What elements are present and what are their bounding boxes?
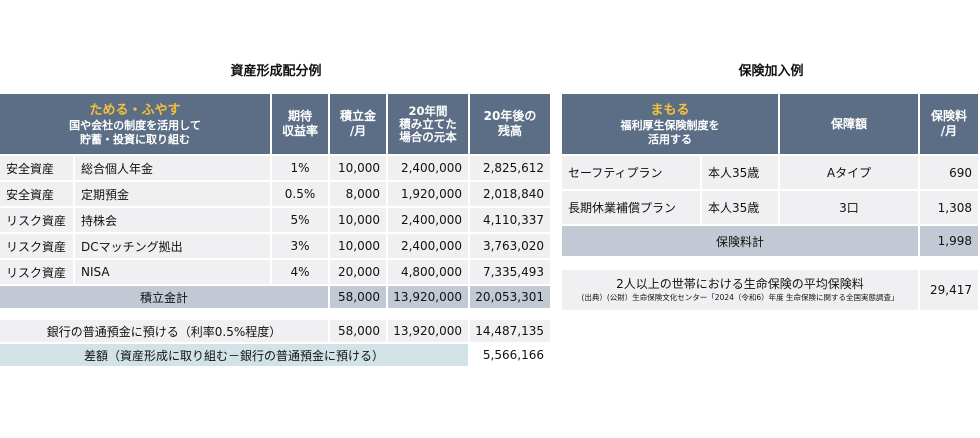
premium-amount: 690 [920,156,980,191]
table-row: リスク資産 NISA 4% 20,000 4,800,000 7,335,493 [0,260,553,286]
coverage-header: 保障額 [780,94,920,156]
bank-deposit-balance: 14,487,135 [470,320,552,344]
monthly-amount: 10,000 [330,208,389,234]
table-row: リスク資産 DCマッチング拠出 3% 10,000 2,400,000 3,76… [0,234,553,260]
asset-category: 安全資産 [0,156,75,182]
average-premium-label: 2人以上の世帯における生命保険の平均保険料 [616,277,864,291]
average-premium-table: 2人以上の世帯における生命保険の平均保険料 (出典）(公財）生命保険文化センター… [562,270,980,312]
coverage-amount: Aタイプ [780,156,920,191]
asset-product: 総合個人年金 [75,156,273,182]
monthly-amount: 10,000 [330,156,389,182]
premium-header-line1: 保険料 [930,109,967,123]
expected-return: 4% [272,260,331,286]
protect-subtitle-1: 福利厚生保険制度を [620,118,720,132]
monthly-amount: 8,000 [330,182,389,208]
asset-category: リスク資産 [0,208,75,234]
insurance-example-title: 保険加入例 [738,64,804,79]
protect-header-cell: まもる 福利厚生保険制度を 活用する [562,94,780,156]
bank-deposit-row: 銀行の普通預金に預ける（利率0.5%程度） 58,000 13,920,000 … [0,320,552,344]
table-row: 長期休業補償プラン 本人35歳 3口 1,308 [562,191,980,226]
principal-amount: 2,400,000 [388,156,471,182]
balance-amount: 4,110,337 [470,208,553,234]
premium-header: 保険料 /月 [920,94,980,156]
protect-subtitle-2: 活用する [648,132,692,146]
save-invest-subtitle-2: 貯蓄・投資に取り組む [80,132,190,146]
bank-deposit-monthly: 58,000 [330,320,388,344]
save-invest-subtitle-1: 国や会社の制度を活用して [69,118,201,132]
expected-return: 0.5% [272,182,331,208]
save-invest-heading: ためる・ふやす [89,102,181,118]
expected-return: 1% [272,156,331,182]
balance-amount: 2,825,612 [470,156,553,182]
balance-amount: 7,335,493 [470,260,553,286]
balance-header: 20年後の 残高 [470,94,553,156]
insurance-plan: セーフティプラン [562,156,702,191]
asset-category: リスク資産 [0,260,75,286]
premium-total-value: 1,998 [920,226,980,258]
insured-person: 本人35歳 [702,156,780,191]
principal-header-line3: 場合の元本 [399,129,457,144]
monthly-saving-header-line1: 積立金 [340,109,377,123]
savings-total-row: 積立金計 58,000 13,920,000 20,053,301 [0,286,553,310]
save-invest-header-cell: ためる・ふやす 国や会社の制度を活用して 貯蓄・投資に取り組む [0,94,273,156]
principal-amount: 1,920,000 [388,182,471,208]
expected-return: 5% [272,208,331,234]
balance-amount: 3,763,020 [470,234,553,260]
monthly-saving-header-line2: /月 [349,124,367,138]
monthly-saving-header: 積立金 /月 [330,94,389,156]
bank-deposit-label: 銀行の普通預金に預ける（利率0.5%程度） [0,320,330,344]
principal-amount: 4,800,000 [388,260,471,286]
bank-comparison-table: 銀行の普通預金に預ける（利率0.5%程度） 58,000 13,920,000 … [0,320,552,368]
difference-label: 差額（資産形成に取り組む－銀行の普通預金に預ける） [0,344,470,368]
savings-total-label: 積立金計 [0,286,331,310]
insurance-plan: 長期休業補償プラン [562,191,702,226]
monthly-amount: 10,000 [330,234,389,260]
balance-amount: 2,018,840 [470,182,553,208]
protect-heading: まもる [650,102,690,118]
savings-total-balance: 20,053,301 [470,286,553,310]
principal-header-line1: 20年間 [408,103,448,118]
table-row: 安全資産 定期預金 0.5% 8,000 1,920,000 2,018,840 [0,182,553,208]
average-premium-value: 29,417 [920,270,980,312]
premium-total-label: 保険料計 [562,226,920,258]
principal-header-line2: 積み立てた [399,116,457,131]
average-premium-source: (出典）(公財）生命保険文化センター「2024（令和6）年度 生命保険に関する全… [581,293,899,302]
insurance-table-header: まもる 福利厚生保険制度を 活用する 保障額 保険料 /月 [562,94,980,156]
asset-product: 定期預金 [75,182,273,208]
expected-return-header-line1: 期待 [288,109,313,123]
average-premium-label-cell: 2人以上の世帯における生命保険の平均保険料 (出典）(公財）生命保険文化センター… [562,270,920,312]
asset-allocation-title: 資産形成配分例 [230,64,322,79]
expected-return: 3% [272,234,331,260]
asset-table-header: ためる・ふやす 国や会社の制度を活用して 貯蓄・投資に取り組む 期待 収益率 積… [0,94,553,156]
monthly-amount: 20,000 [330,260,389,286]
principal-amount: 2,400,000 [388,208,471,234]
savings-total-monthly: 58,000 [330,286,389,310]
insurance-table: まもる 福利厚生保険制度を 活用する 保障額 保険料 /月 セーフティプラン 本… [562,94,980,258]
table-row: 安全資産 総合個人年金 1% 10,000 2,400,000 2,825,61… [0,156,553,182]
balance-header-line2: 残高 [498,124,523,138]
average-premium-row: 2人以上の世帯における生命保険の平均保険料 (出典）(公財）生命保険文化センター… [562,270,980,312]
principal-header: 20年間 積み立てた 場合の元本 [388,94,471,156]
bank-deposit-principal: 13,920,000 [388,320,470,344]
table-row: セーフティプラン 本人35歳 Aタイプ 690 [562,156,980,191]
asset-product: DCマッチング拠出 [75,234,273,260]
principal-amount: 2,400,000 [388,234,471,260]
asset-allocation-table: ためる・ふやす 国や会社の制度を活用して 貯蓄・投資に取り組む 期待 収益率 積… [0,94,553,310]
coverage-amount: 3口 [780,191,920,226]
asset-product: NISA [75,260,273,286]
expected-return-header: 期待 収益率 [272,94,331,156]
asset-category: 安全資産 [0,182,75,208]
asset-product: 持株会 [75,208,273,234]
balance-header-line1: 20年後の [483,109,537,123]
table-row: リスク資産 持株会 5% 10,000 2,400,000 4,110,337 [0,208,553,234]
premium-amount: 1,308 [920,191,980,226]
insured-person: 本人35歳 [702,191,780,226]
savings-total-principal: 13,920,000 [388,286,471,310]
expected-return-header-line2: 収益率 [282,124,319,138]
premium-total-row: 保険料計 1,998 [562,226,980,258]
difference-row: 差額（資産形成に取り組む－銀行の普通預金に預ける） 5,566,166 [0,344,552,368]
difference-value: 5,566,166 [470,344,552,368]
premium-header-line2: /月 [940,124,958,138]
asset-category: リスク資産 [0,234,75,260]
